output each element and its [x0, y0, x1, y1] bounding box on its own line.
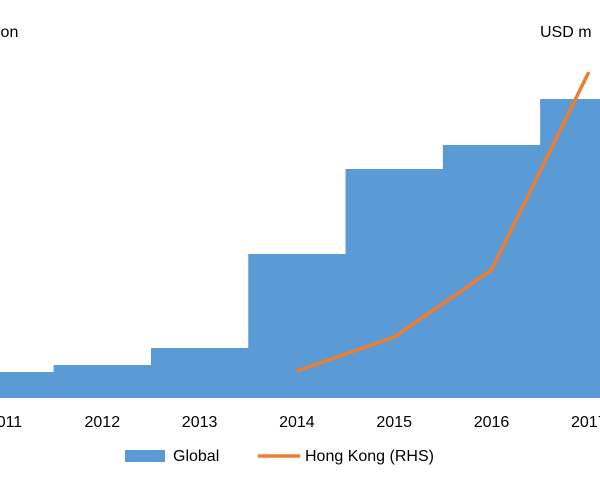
legend-label: Global — [173, 448, 219, 465]
left-axis-label: ion — [0, 24, 18, 41]
area-step — [248, 254, 347, 398]
area-step — [540, 99, 600, 398]
area-step — [0, 372, 55, 398]
area-step — [53, 365, 152, 398]
line — [296, 71, 591, 373]
legend-swatch — [125, 450, 165, 462]
x-tick-label: 2012 — [85, 414, 121, 431]
area-step — [150, 348, 249, 398]
area-step — [345, 169, 444, 398]
x-tick-label: 2016 — [474, 414, 510, 431]
right-axis-label: USD m — [540, 24, 592, 41]
x-tick-label: 2015 — [376, 414, 412, 431]
legend-label: Hong Kong (RHS) — [305, 448, 434, 465]
x-tick-label: 2014 — [279, 414, 315, 431]
x-tick-label: 2017 — [571, 414, 600, 431]
x-tick-label: 2011 — [0, 414, 22, 431]
x-tick-label: 2013 — [182, 414, 218, 431]
